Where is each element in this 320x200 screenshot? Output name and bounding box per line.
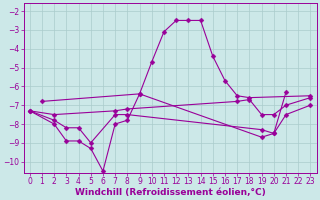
X-axis label: Windchill (Refroidissement éolien,°C): Windchill (Refroidissement éolien,°C) <box>75 188 266 197</box>
